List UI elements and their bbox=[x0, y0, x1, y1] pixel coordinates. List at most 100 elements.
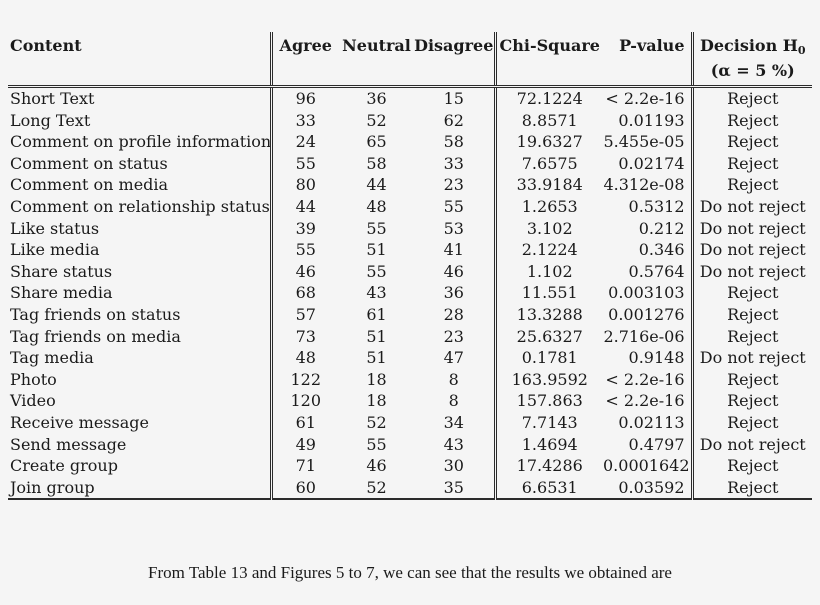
cell-disagree: 55 bbox=[443, 196, 464, 216]
cell-p-value: 0.03592 bbox=[618, 477, 685, 497]
table-row: Comment on profile information 24 65 58 … bbox=[8, 131, 812, 153]
table-row: Share status 46 55 46 1.102 0.5764 Do no… bbox=[8, 260, 812, 283]
table-row: Create group 71 46 30 17.4286 0.0001642 … bbox=[8, 455, 812, 477]
cell-chi-square: 163.9592 bbox=[493, 368, 603, 391]
cell-decision: Reject bbox=[690, 152, 812, 175]
table-row: Photo 122 18 8 163.9592 < 2.2e-16 Reject bbox=[8, 368, 812, 391]
cell-agree: 80 bbox=[269, 174, 339, 196]
cell-content: Comment on status bbox=[10, 153, 168, 173]
cell-p-value: 0.4797 bbox=[628, 434, 685, 454]
cell-decision: Do not reject bbox=[690, 260, 812, 283]
cell-decision: Do not reject bbox=[690, 239, 812, 261]
cell-disagree: 15 bbox=[443, 89, 464, 108]
cell-decision: Reject bbox=[690, 86, 812, 110]
cell-decision: Do not reject bbox=[690, 217, 812, 240]
cell-content: Send message bbox=[10, 434, 127, 454]
cell-neutral: 48 bbox=[366, 196, 387, 216]
cell-p-value: < 2.2e-16 bbox=[605, 89, 685, 108]
table-row: Like status 39 55 53 3.102 0.212 Do not … bbox=[8, 217, 812, 240]
table-row: Receive message 61 52 34 7.7143 0.02113 … bbox=[8, 411, 812, 434]
cell-neutral: 43 bbox=[366, 283, 387, 303]
cell-content: Receive message bbox=[10, 412, 149, 432]
cell-agree: 24 bbox=[269, 131, 339, 153]
cell-p-value: 0.346 bbox=[638, 240, 685, 260]
cell-agree: 49 bbox=[269, 433, 339, 456]
cell-disagree: 34 bbox=[443, 412, 464, 432]
header-decision-line1: Decision H0 bbox=[699, 36, 806, 57]
header-p-value: P-value bbox=[603, 32, 692, 88]
cell-p-value: 0.9148 bbox=[628, 348, 685, 368]
cell-disagree: 30 bbox=[443, 456, 464, 476]
cell-neutral: 61 bbox=[366, 304, 387, 324]
cell-disagree: 47 bbox=[443, 348, 464, 368]
cell-neutral: 55 bbox=[366, 434, 387, 454]
cell-p-value: 0.5764 bbox=[628, 261, 685, 281]
table-row: Long Text 33 52 62 8.8571 0.01193 Reject bbox=[8, 109, 812, 132]
cell-content: Join group bbox=[10, 477, 95, 497]
cell-agree: 46 bbox=[269, 260, 339, 283]
cell-decision: Reject bbox=[690, 282, 812, 304]
cell-content: Like status bbox=[10, 218, 100, 238]
cell-neutral: 52 bbox=[366, 110, 387, 130]
cell-content: Tag friends on media bbox=[10, 326, 181, 346]
cell-p-value: 0.003103 bbox=[608, 283, 685, 303]
cell-content: Photo bbox=[10, 369, 57, 389]
cell-p-value: < 2.2e-16 bbox=[605, 391, 685, 411]
cell-neutral: 51 bbox=[366, 348, 387, 368]
cell-chi-square: 19.6327 bbox=[493, 131, 603, 153]
cell-decision: Reject bbox=[690, 174, 812, 196]
cell-chi-square: 33.9184 bbox=[493, 174, 603, 196]
table-row: Comment on status 55 58 33 7.6575 0.0217… bbox=[8, 152, 812, 175]
results-table-body: Short Text 96 36 15 72.1224 < 2.2e-16 Re… bbox=[8, 86, 812, 500]
cell-agree: 44 bbox=[269, 195, 339, 218]
cell-content: Share media bbox=[10, 283, 113, 303]
cell-neutral: 18 bbox=[366, 369, 387, 389]
cell-agree: 61 bbox=[269, 411, 339, 434]
cell-p-value: 0.212 bbox=[638, 218, 685, 238]
cell-content: Tag friends on status bbox=[10, 304, 181, 324]
cell-content: Create group bbox=[10, 456, 118, 476]
cell-neutral: 51 bbox=[366, 326, 387, 346]
cell-neutral: 51 bbox=[366, 240, 387, 260]
header-decision: Decision H0 (α = 5 %) bbox=[690, 32, 812, 88]
cell-decision: Reject bbox=[690, 131, 812, 153]
cell-p-value: 5.455e-05 bbox=[603, 132, 685, 152]
cell-disagree: 43 bbox=[443, 434, 464, 454]
cell-chi-square: 6.6531 bbox=[493, 476, 603, 500]
cell-chi-square: 11.551 bbox=[493, 282, 603, 304]
cell-chi-square: 7.6575 bbox=[493, 152, 603, 175]
cell-neutral: 46 bbox=[366, 456, 387, 476]
cell-agree: 55 bbox=[269, 239, 339, 261]
table-row: Comment on media 80 44 23 33.9184 4.312e… bbox=[8, 174, 812, 196]
cell-agree: 122 bbox=[269, 368, 339, 391]
cell-disagree: 41 bbox=[443, 240, 464, 260]
cell-chi-square: 8.8571 bbox=[493, 109, 603, 132]
cell-content: Like media bbox=[10, 240, 100, 260]
cell-decision: Do not reject bbox=[690, 347, 812, 369]
caption-text: From Table 13 and Figures 5 to 7, we can… bbox=[148, 563, 672, 582]
cell-chi-square: 13.3288 bbox=[493, 303, 603, 326]
cell-chi-square: 157.863 bbox=[493, 390, 603, 412]
cell-p-value: 0.5312 bbox=[628, 196, 685, 216]
cell-p-value: 0.001276 bbox=[608, 304, 685, 324]
cell-neutral: 65 bbox=[366, 132, 387, 152]
header-disagree: Disagree bbox=[414, 32, 495, 88]
table-row: Share media 68 43 36 11.551 0.003103 Rej… bbox=[8, 282, 812, 304]
cell-disagree: 33 bbox=[443, 153, 464, 173]
cell-agree: 39 bbox=[269, 217, 339, 240]
cell-content: Tag media bbox=[10, 348, 94, 368]
cell-agree: 71 bbox=[269, 455, 339, 477]
table-header: Content Agree Neutral Disagree Chi-Squar… bbox=[8, 32, 812, 88]
cell-chi-square: 7.7143 bbox=[493, 411, 603, 434]
cell-agree: 120 bbox=[269, 390, 339, 412]
cell-chi-square: 17.4286 bbox=[493, 455, 603, 477]
cell-disagree: 28 bbox=[443, 304, 464, 324]
cell-agree: 60 bbox=[269, 476, 339, 500]
table-row: Tag media 48 51 47 0.1781 0.9148 Do not … bbox=[8, 347, 812, 369]
table-row: Send message 49 55 43 1.4694 0.4797 Do n… bbox=[8, 433, 812, 456]
table-row: Short Text 96 36 15 72.1224 < 2.2e-16 Re… bbox=[8, 86, 812, 110]
table-row: Tag friends on status 57 61 28 13.3288 0… bbox=[8, 303, 812, 326]
cell-disagree: 36 bbox=[443, 283, 464, 303]
cell-disagree: 23 bbox=[443, 326, 464, 346]
